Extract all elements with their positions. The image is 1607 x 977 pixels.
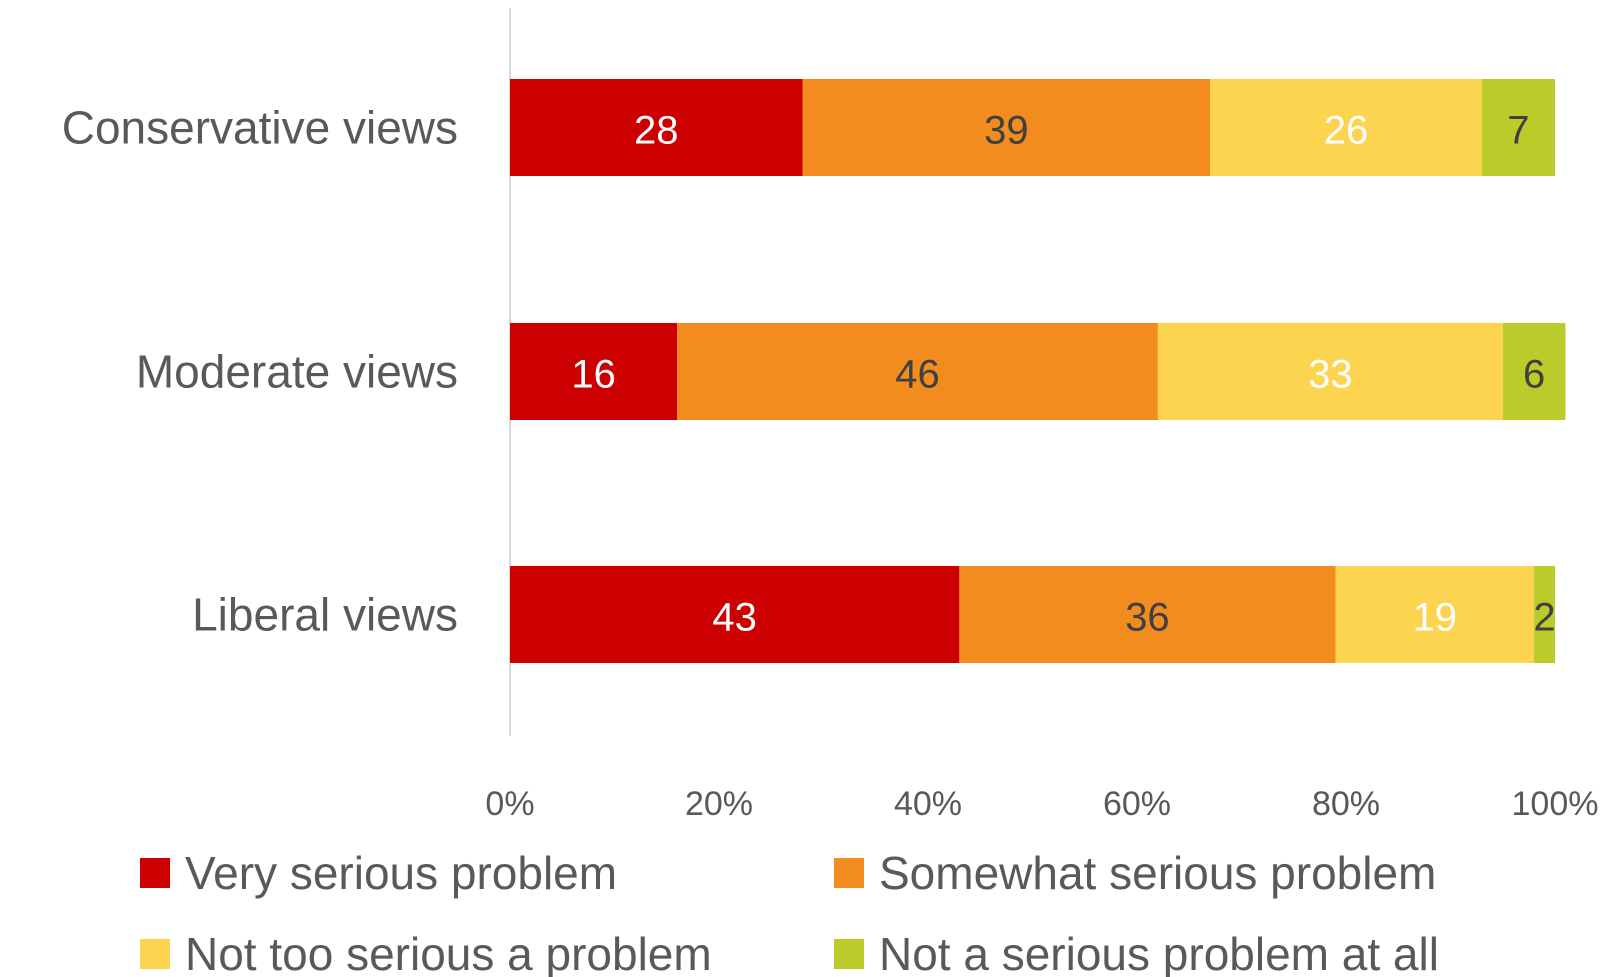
data-label: 26 (1324, 109, 1369, 153)
legend-label: Very serious problem (185, 847, 617, 899)
bar-segment (1534, 566, 1555, 663)
x-axis-ticks: 0% 20% 40% 60% 80% 100% (485, 785, 1598, 823)
data-label: 43 (712, 596, 757, 640)
x-tick-label: 80% (1312, 785, 1380, 823)
category-label: Liberal views (192, 589, 458, 641)
bars (510, 79, 1566, 663)
legend-swatch (834, 939, 864, 969)
x-tick-label: 60% (1103, 785, 1171, 823)
data-label: 33 (1308, 353, 1353, 397)
x-tick-label: 20% (685, 785, 753, 823)
data-label: 28 (634, 109, 679, 153)
data-label: 39 (984, 109, 1029, 153)
bar-segment (510, 566, 960, 663)
bar-segment (1210, 79, 1482, 176)
data-label: 19 (1413, 596, 1458, 640)
x-tick-label: 40% (894, 785, 962, 823)
legend-swatch (140, 939, 170, 969)
data-label: 7 (1507, 109, 1529, 153)
legend-label: Not a serious problem at all (879, 928, 1439, 977)
bar-segment (510, 79, 803, 176)
data-label: 6 (1523, 353, 1545, 397)
legend-swatch (140, 858, 170, 888)
legend-label: Not too serious a problem (185, 928, 712, 977)
bar-segment (677, 323, 1158, 420)
legend-swatch (834, 858, 864, 888)
category-labels: Conservative views Moderate views Liberal … (62, 102, 458, 641)
data-label: 16 (571, 353, 616, 397)
bar-segment (510, 323, 678, 420)
bar-segment (802, 79, 1211, 176)
category-label: Conservative views (62, 102, 458, 154)
data-label: 2 (1533, 596, 1555, 640)
data-label: 36 (1125, 596, 1170, 640)
legend-label: Somewhat serious problem (879, 847, 1436, 899)
category-label: Moderate views (136, 346, 458, 398)
data-label: 46 (895, 353, 940, 397)
legend: Very serious problem Somewhat serious pro… (140, 847, 1439, 977)
bar-segment (1481, 79, 1555, 176)
x-tick-label: 0% (485, 785, 534, 823)
segment-data-labels: 28 39 26 7 16 46 33 6 43 36 19 2 (571, 109, 1555, 640)
bar-segment (1335, 566, 1535, 663)
bar-segment (959, 566, 1336, 663)
bar-segment (1157, 323, 1503, 420)
x-tick-label: 100% (1512, 785, 1599, 823)
bar-segment (1502, 323, 1566, 420)
